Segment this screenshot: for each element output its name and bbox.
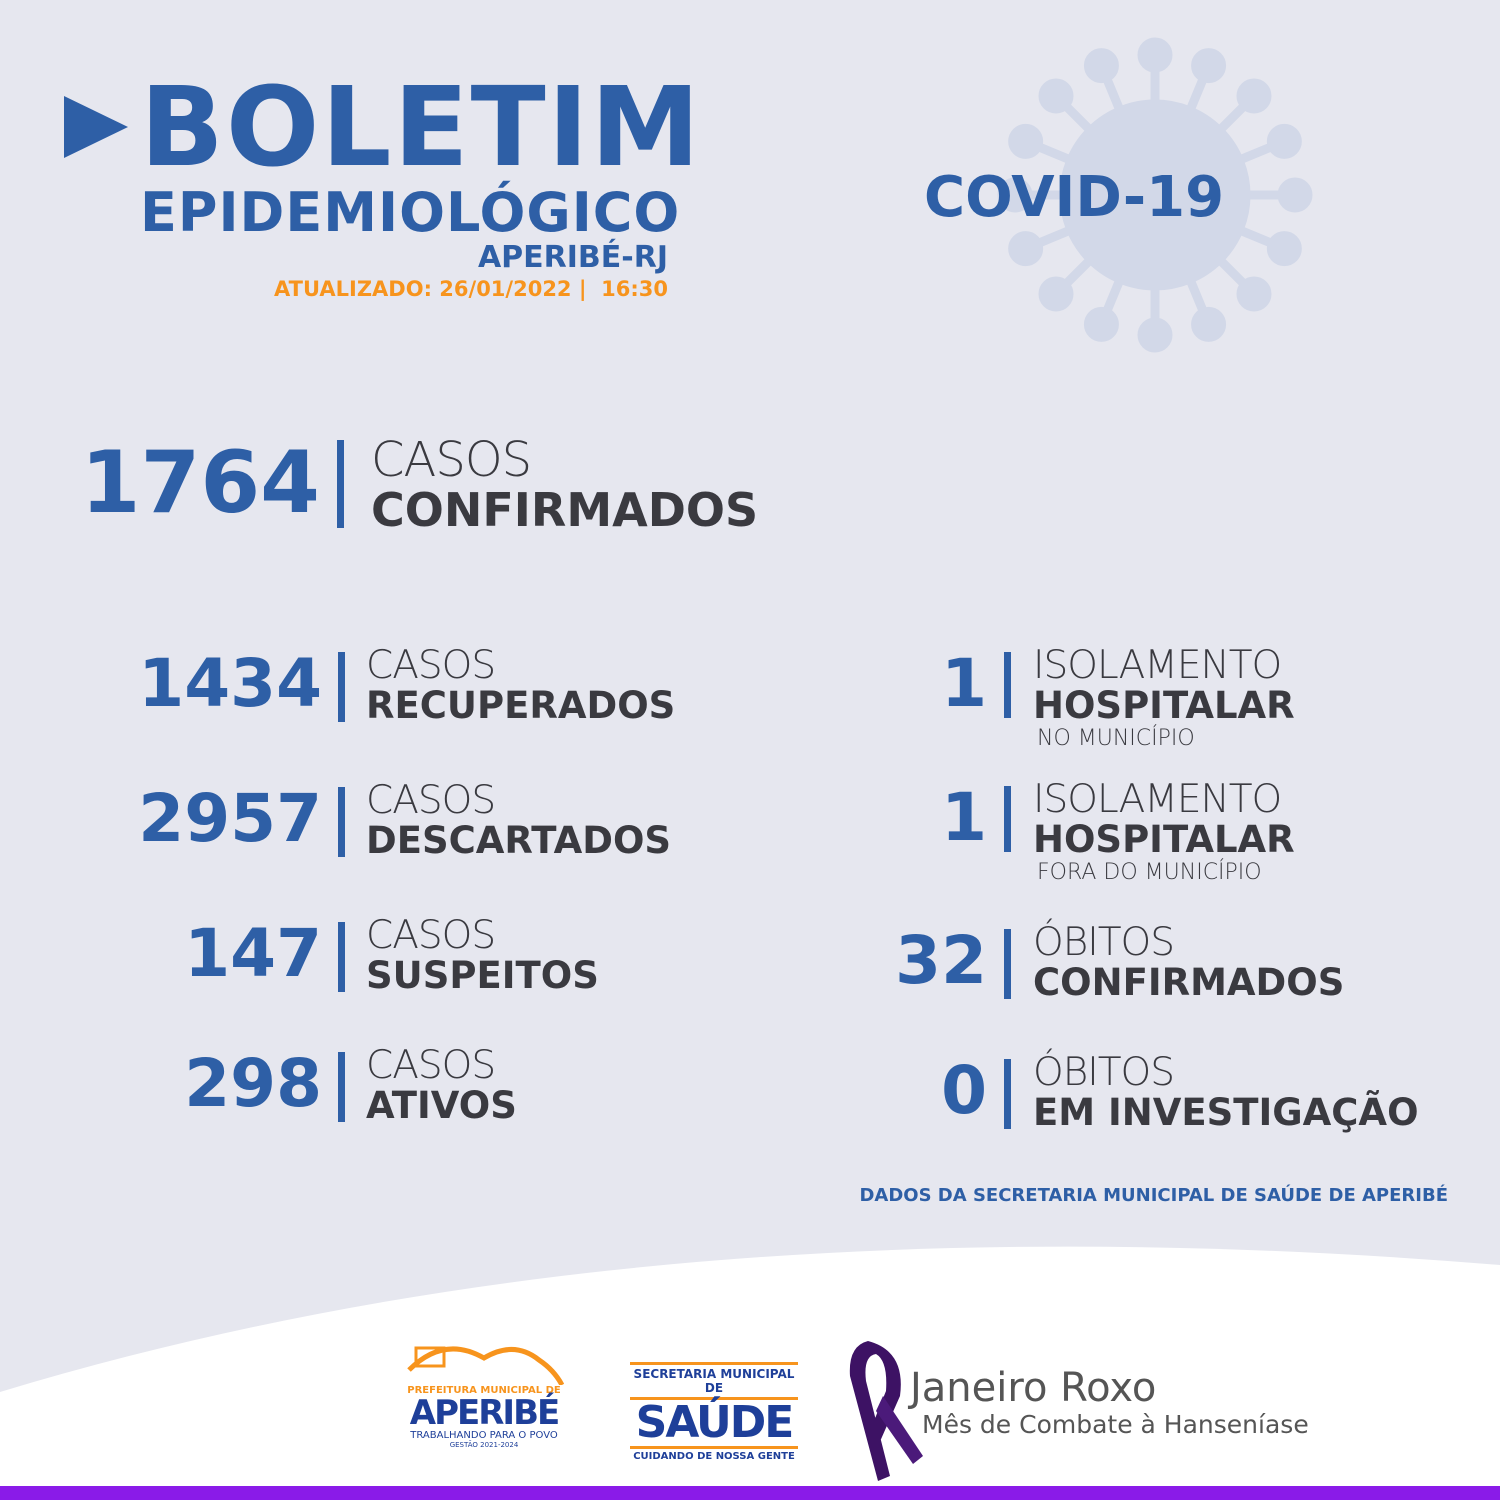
stat-label-top: CASOS <box>366 643 496 688</box>
virus-spike-tip <box>1191 306 1227 342</box>
stat-label-top: ISOLAMENTO <box>1033 777 1282 822</box>
divider <box>1004 929 1011 999</box>
divider <box>338 922 345 992</box>
virus-spike-tip <box>1137 317 1173 353</box>
stat-value: 147 <box>184 915 322 992</box>
stat-value: 2957 <box>138 780 322 857</box>
divider <box>1004 786 1011 852</box>
virus-spike-tip <box>1266 231 1302 267</box>
divider <box>338 652 345 722</box>
virus-spike-tip <box>1137 37 1173 73</box>
logo1-top: PREFEITURA MUNICIPAL DE <box>407 1385 561 1396</box>
virus-spike-tip <box>1191 48 1227 84</box>
location: APERIBÉ-RJ <box>477 240 668 275</box>
logo1-tagline: TRABALHANDO PARA O POVO <box>410 1430 558 1441</box>
footer-wave <box>0 1246 1500 1500</box>
stat-value: 32 <box>895 922 987 999</box>
stat-label-bottom: CONFIRMADOS <box>1033 961 1345 1004</box>
divider <box>338 787 345 857</box>
divider <box>337 440 344 528</box>
subtitle: EPIDEMIOLÓGICO <box>140 181 681 244</box>
stat-value: 298 <box>184 1045 322 1122</box>
virus-spike-tip <box>1038 78 1074 114</box>
virus-spike-tip <box>1008 231 1044 267</box>
virus-spike-tip <box>997 177 1033 213</box>
stat-label-top: CASOS <box>366 778 496 823</box>
logo2-name: SAÚDE <box>635 1397 795 1448</box>
virus-spike-tip <box>1083 306 1119 342</box>
stat-label-bottom: SUSPEITOS <box>366 954 599 997</box>
logo-saude: SECRETARIA MUNICIPAL DE SAÚDE CUIDANDO D… <box>630 1362 798 1462</box>
divider <box>338 1052 345 1122</box>
stat-label-bottom: ATIVOS <box>366 1084 517 1127</box>
stat-label-note: NO MUNICÍPIO <box>1037 726 1195 751</box>
logo1-term: GESTÃO 2021-2024 <box>449 1441 519 1449</box>
stat-label-top: CASOS <box>371 432 532 488</box>
stat-label-bottom: CONFIRMADOS <box>371 483 759 537</box>
virus-icon <box>997 37 1313 353</box>
stat-label-top: CASOS <box>366 913 496 958</box>
stat-label-bottom: HOSPITALAR <box>1033 818 1295 861</box>
divider <box>1004 652 1011 718</box>
virus-spike-tip <box>1236 78 1272 114</box>
virus-spike-tip <box>1038 276 1074 312</box>
campaign-title: Janeiro Roxo <box>910 1365 1157 1411</box>
stat-label-top: CASOS <box>366 1043 496 1088</box>
stat-value: 1764 <box>80 433 320 533</box>
stat-label-top: ISOLAMENTO <box>1033 643 1282 688</box>
logo-prefeitura: PREFEITURA MUNICIPAL DE APERIBÉ TRABALHA… <box>404 1340 565 1450</box>
title: BOLETIM <box>140 63 703 191</box>
stat-value: 1 <box>941 645 987 722</box>
covid-badge: COVID-19 <box>924 165 1225 230</box>
play-arrow-icon <box>64 96 128 158</box>
stat-value: 0 <box>941 1052 987 1129</box>
logo2-top: SECRETARIA MUNICIPAL DE <box>630 1362 798 1400</box>
source-note: DADOS DA SECRETARIA MUNICIPAL DE SAÚDE D… <box>859 1185 1448 1206</box>
virus-spike-tip <box>1266 123 1302 159</box>
updated-timestamp: ATUALIZADO: 26/01/2022 | 16:30 <box>274 277 668 301</box>
stat-value: 1434 <box>138 645 322 722</box>
stat-label-bottom: EM INVESTIGAÇÃO <box>1033 1091 1419 1134</box>
campaign-subtitle: Mês de Combate à Hanseníase <box>922 1410 1309 1439</box>
virus-spike-tip <box>1277 177 1313 213</box>
stat-label-bottom: DESCARTADOS <box>366 819 672 862</box>
logo2-tagline: CUIDANDO DE NOSSA GENTE <box>630 1446 798 1462</box>
mountain-handshake-icon <box>407 1346 565 1387</box>
stat-value: 1 <box>941 779 987 856</box>
virus-spike-tip <box>1008 123 1044 159</box>
stat-label-top: ÓBITOS <box>1033 1050 1175 1095</box>
stat-label-bottom: HOSPITALAR <box>1033 684 1295 727</box>
divider <box>1004 1059 1011 1129</box>
purple-ribbon-icon <box>849 1341 923 1481</box>
stat-label-note: FORA DO MUNICÍPIO <box>1037 860 1262 885</box>
stat-label-bottom: RECUPERADOS <box>366 684 676 727</box>
virus-spike-tip <box>1083 48 1119 84</box>
stat-label-top: ÓBITOS <box>1033 920 1175 965</box>
virus-spike-tip <box>1236 276 1272 312</box>
logo1-name: APERIBÉ <box>409 1393 560 1433</box>
footer-stripe <box>0 1486 1500 1500</box>
